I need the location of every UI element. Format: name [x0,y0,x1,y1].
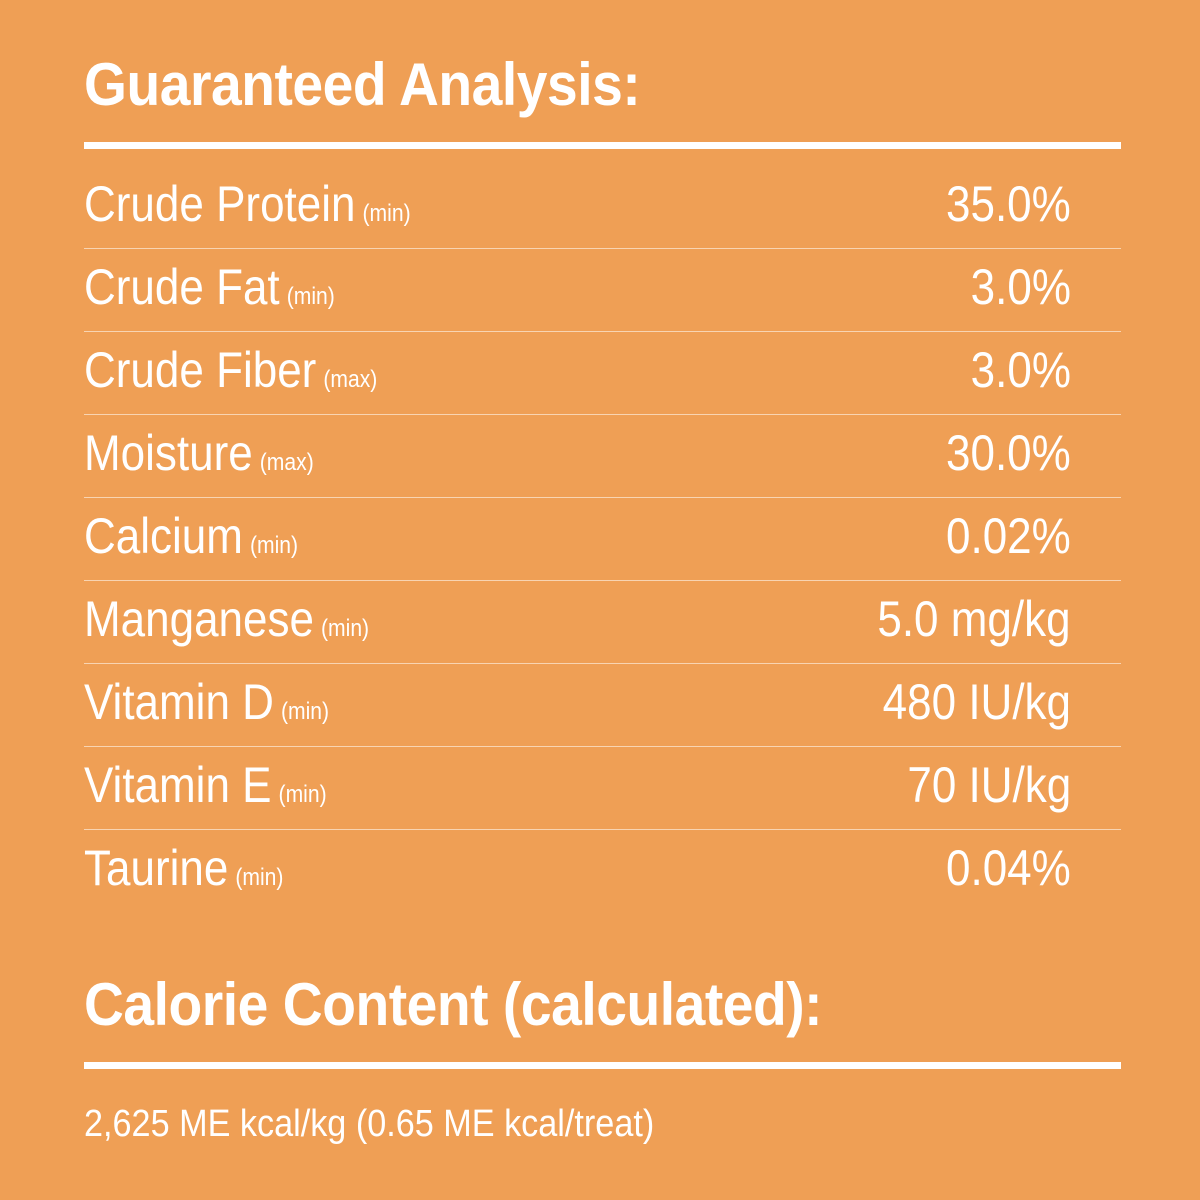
guaranteed-analysis-title: Guaranteed Analysis: [84,51,641,118]
guaranteed-analysis-divider [84,142,1121,149]
nutrient-qualifier: (max) [323,366,378,393]
nutrient-qualifier: (min) [320,615,370,642]
nutrient-name: Calcium [84,508,243,564]
nutrient-value: 5.0 mg/kg [877,591,1071,647]
analysis-row-taurine: Taurine (min) 0.04% [84,830,1121,913]
nutrient-name: Vitamin E [84,757,272,813]
analysis-row-crude-protein: Crude Protein (min) 35.0% [84,166,1121,249]
analysis-row-crude-fat: Crude Fat (min) 3.0% [84,249,1121,332]
nutrient-name: Vitamin D [84,674,274,730]
nutrient-name: Crude Fat [84,259,280,315]
nutrient-value: 3.0% [970,342,1071,398]
analysis-row-vitamin-e: Vitamin E (min) 70 IU/kg [84,747,1121,830]
analysis-row-vitamin-d: Vitamin D (min) 480 IU/kg [84,664,1121,747]
nutrient-qualifier: (min) [286,283,335,310]
calorie-content-divider [84,1062,1121,1069]
nutrient-qualifier: (min) [280,698,330,725]
nutrient-name: Manganese [84,591,314,647]
analysis-row-moisture: Moisture (max) 30.0% [84,415,1121,498]
nutrient-qualifier: (min) [362,200,411,227]
nutrient-value: 3.0% [970,259,1071,315]
analysis-row-calcium: Calcium (min) 0.02% [84,498,1121,581]
nutrient-name: Crude Fiber [84,342,317,398]
nutrient-qualifier: (min) [235,864,284,891]
nutrient-name: Moisture [84,425,253,481]
nutrient-qualifier: (min) [249,532,299,559]
analysis-row-crude-fiber: Crude Fiber (max) 3.0% [84,332,1121,415]
nutrition-panel: Guaranteed Analysis: Crude Protein (min) … [84,0,1121,1200]
analysis-row-manganese: Manganese (min) 5.0 mg/kg [84,581,1121,664]
nutrient-value: 0.02% [946,508,1071,564]
nutrient-value: 30.0% [946,425,1071,481]
nutrient-value: 0.04% [946,840,1071,896]
nutrient-name: Taurine [84,840,229,896]
analysis-table: Crude Protein (min) 35.0% Crude Fat (min) … [84,166,1121,913]
nutrient-qualifier: (min) [278,781,327,808]
nutrient-value: 480 IU/kg [882,674,1071,730]
nutrient-qualifier: (max) [259,449,314,476]
nutrient-value: 35.0% [946,176,1071,232]
nutrient-name: Crude Protein [84,176,356,232]
calorie-content-title: Calorie Content (calculated): [84,971,823,1038]
calorie-content-value: 2,625 ME kcal/kg (0.65 ME kcal/treat) [84,1103,655,1145]
nutrient-value: 70 IU/kg [907,757,1071,813]
